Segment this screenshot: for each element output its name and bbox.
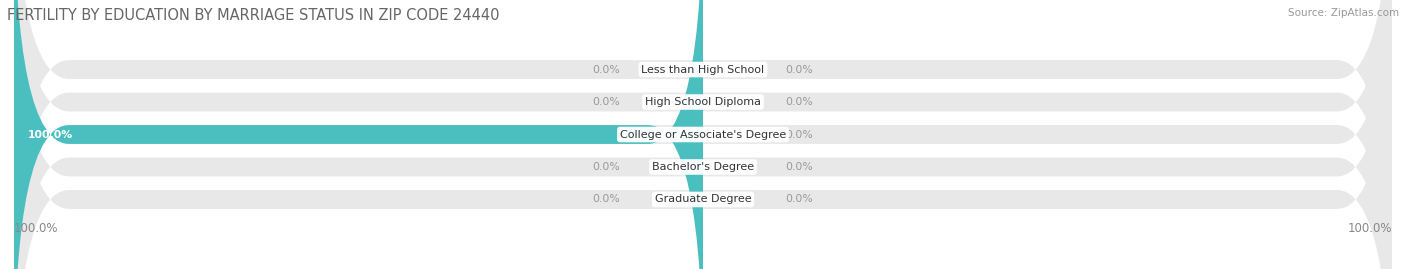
Text: 0.0%: 0.0%: [592, 162, 620, 172]
Text: Less than High School: Less than High School: [641, 65, 765, 75]
FancyBboxPatch shape: [14, 0, 1392, 269]
Text: 100.0%: 100.0%: [14, 222, 59, 235]
Text: 100.0%: 100.0%: [28, 129, 73, 140]
Text: 0.0%: 0.0%: [592, 194, 620, 204]
Text: High School Diploma: High School Diploma: [645, 97, 761, 107]
Text: 0.0%: 0.0%: [786, 97, 814, 107]
Text: 0.0%: 0.0%: [592, 97, 620, 107]
Text: Graduate Degree: Graduate Degree: [655, 194, 751, 204]
Text: Bachelor's Degree: Bachelor's Degree: [652, 162, 754, 172]
FancyBboxPatch shape: [14, 0, 1392, 269]
Text: 100.0%: 100.0%: [1347, 222, 1392, 235]
Text: 0.0%: 0.0%: [786, 65, 814, 75]
Text: 0.0%: 0.0%: [786, 162, 814, 172]
Text: Source: ZipAtlas.com: Source: ZipAtlas.com: [1288, 8, 1399, 18]
Text: 0.0%: 0.0%: [786, 194, 814, 204]
Text: 0.0%: 0.0%: [786, 129, 814, 140]
Text: FERTILITY BY EDUCATION BY MARRIAGE STATUS IN ZIP CODE 24440: FERTILITY BY EDUCATION BY MARRIAGE STATU…: [7, 8, 499, 23]
FancyBboxPatch shape: [14, 0, 1392, 269]
Text: 0.0%: 0.0%: [592, 65, 620, 75]
FancyBboxPatch shape: [14, 0, 703, 269]
Text: College or Associate's Degree: College or Associate's Degree: [620, 129, 786, 140]
FancyBboxPatch shape: [14, 0, 1392, 269]
FancyBboxPatch shape: [14, 0, 1392, 269]
